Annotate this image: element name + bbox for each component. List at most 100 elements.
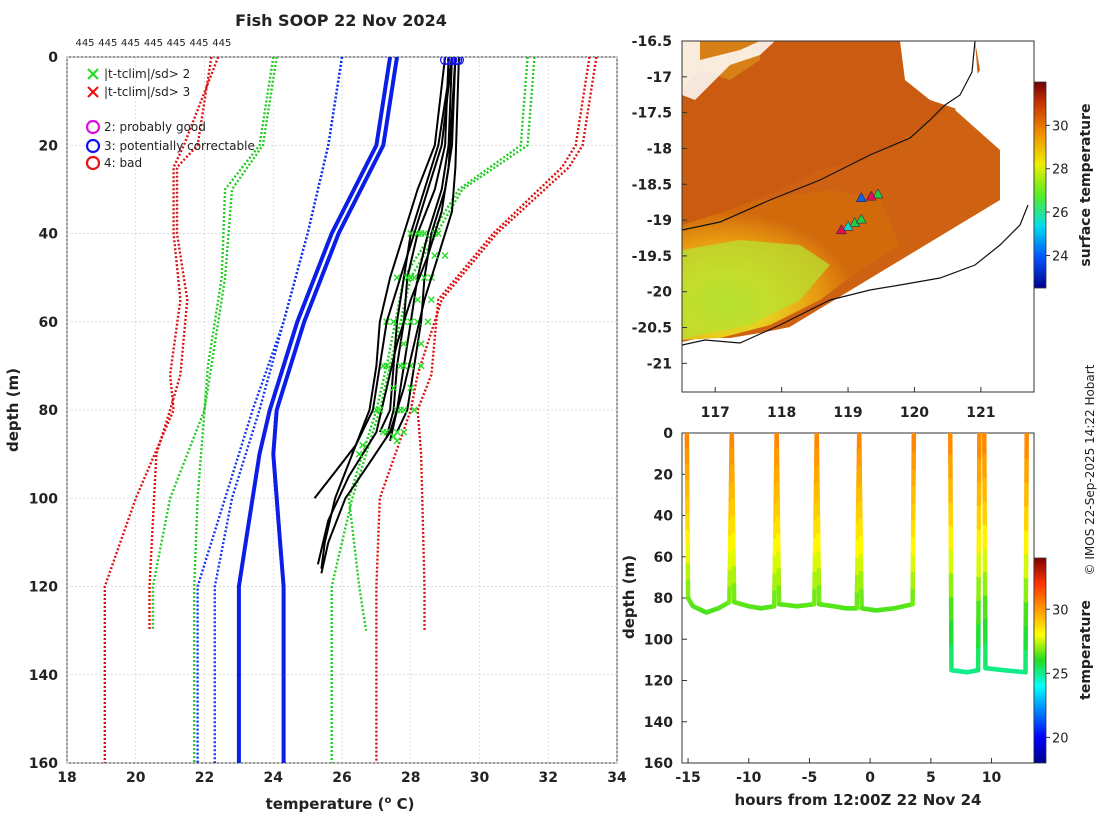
profile-flag-marker <box>441 252 449 260</box>
map-y-ticks: -16.5 -17 -17.5 -18 -18.5 -19 -19.5 -20 -20.5 -21 <box>632 34 687 372</box>
map-y-tick-label: -21 <box>647 356 672 372</box>
map-colorbar-ticks: 24 26 28 30 <box>1046 119 1069 264</box>
map-cloud-ne <box>900 41 1034 135</box>
profile-line <box>320 57 447 569</box>
profile-flag-marker <box>403 274 411 282</box>
map-y-tick-label: -19 <box>647 213 672 229</box>
map-colorbar-tick-label: 28 <box>1052 163 1069 178</box>
legend-label: 2: probably good <box>104 120 206 134</box>
profile-lines <box>103 57 598 763</box>
map-panel: 117 118 119 120 121 -16.5 -17 -17.5 -18 -18.5 -19… <box>632 34 1094 421</box>
profile-y-ticks: 0 20 40 60 80 100 120 140 160 <box>29 50 58 772</box>
map-y-tick-label: -18.5 <box>632 177 672 193</box>
profile-flag-marker <box>424 318 432 326</box>
profile-flag-marker <box>414 296 422 304</box>
profile-top-count: 445 <box>212 38 231 49</box>
profile-envelope-right <box>416 57 591 631</box>
profile-y-tick-label: 140 <box>29 668 58 684</box>
time-y-tick-label: 140 <box>644 715 673 731</box>
profile-mean-line <box>236 57 393 763</box>
profile-flag-marker <box>400 340 408 348</box>
profile-top-count: 445 <box>144 38 163 49</box>
profile-x-tick-label: 24 <box>264 770 284 786</box>
map-y-tick-label: -16.5 <box>632 34 672 50</box>
map-land <box>682 190 1034 392</box>
profile-flag-marker <box>431 252 439 260</box>
profile-x-tick-label: 20 <box>126 770 146 786</box>
profile-x-ticks: 18 20 22 24 26 28 30 32 34 <box>57 770 627 786</box>
profile-flag-marker <box>393 428 401 436</box>
profile-envelope-left <box>103 57 220 763</box>
profile-line <box>316 57 457 565</box>
time-y-tick-label: 100 <box>644 632 673 648</box>
time-x-tick-label: -10 <box>736 770 762 786</box>
map-y-tick-label: -20.5 <box>632 321 672 337</box>
legend-x-marker <box>87 86 99 98</box>
profile-envelope-left <box>196 57 344 763</box>
map-colorbar <box>1033 81 1047 289</box>
time-y-tick-label: 120 <box>644 674 673 690</box>
legend-x-marker <box>87 68 99 80</box>
map-track-marker <box>872 188 884 199</box>
profile-flag-marker <box>407 384 415 392</box>
time-colorbar-tick-label: 30 <box>1052 603 1069 618</box>
profile-y-tick-label: 120 <box>29 580 58 596</box>
map-y-tick-label: -17.5 <box>632 106 672 122</box>
legend-label: |t-tclim|/sd> 3 <box>104 85 190 99</box>
profile-x-label: temperature (o C) <box>266 795 415 813</box>
time-series <box>684 433 1029 675</box>
profile-x-tick-label: 28 <box>401 770 420 786</box>
profile-flag-marker <box>390 384 398 392</box>
time-y-tick-label: 80 <box>654 591 674 607</box>
legend-circle-marker <box>85 119 101 135</box>
profile-grid <box>66 56 618 764</box>
profile-mean-line <box>271 57 399 763</box>
profile-qc-circle <box>446 57 458 66</box>
map-colorbar-label: surface temperature <box>1078 103 1094 266</box>
profile-envelope-left <box>192 57 278 763</box>
profile-y-tick-label: 80 <box>39 403 59 419</box>
profile-y-tick-label: 100 <box>29 491 58 507</box>
profile-flag-marker <box>421 274 428 282</box>
map-track-marker <box>842 220 854 231</box>
map-track <box>835 188 884 235</box>
map-track-marker <box>855 192 867 202</box>
map-track-marker <box>865 190 877 201</box>
profile-flag-marker <box>400 428 408 436</box>
profile-flag-marker <box>383 362 391 370</box>
profile-flag-marker <box>417 362 425 370</box>
legend-circle-marker <box>85 155 101 171</box>
time-y-tick-label: 0 <box>663 426 673 442</box>
profile-flag-marker <box>427 296 435 304</box>
time-colorbar-tick-label: 25 <box>1052 667 1069 682</box>
profile-flag-marker <box>390 318 398 326</box>
profile-top-count: 445 <box>167 38 186 49</box>
legend-label: |t-tclim|/sd> 2 <box>104 67 190 81</box>
time-x-tick-label: -5 <box>802 770 818 786</box>
profile-top-count: 445 <box>189 38 208 49</box>
map-track-marker <box>855 213 867 224</box>
time-colorbar-ticks: 20 25 30 <box>1046 603 1069 746</box>
map-coastline <box>682 204 1029 346</box>
map-y-tick-label: -20 <box>647 285 673 301</box>
time-colorbar <box>1033 557 1047 764</box>
profile-top-count: 445 <box>75 38 94 49</box>
profile-y-tick-label: 0 <box>48 50 58 66</box>
profile-flag-marker <box>376 406 384 414</box>
map-warm-offshore <box>682 41 975 230</box>
profile-x-tick-label: 34 <box>607 770 627 786</box>
profile-line <box>378 57 453 433</box>
legend-label: 3: potentially correctable <box>104 139 255 153</box>
credit-text: © IMOS 22-Sep-2025 14:22 Hobart <box>1083 364 1097 575</box>
map-y-tick-label: -18 <box>647 141 672 157</box>
map-coolest-pool <box>682 240 830 340</box>
profile-x-tick-label: 22 <box>195 770 214 786</box>
profile-panel: 445 445 445 445 445 445 445 18 20 22 24 26 28 30 32 34… <box>4 38 627 813</box>
profile-y-tick-label: 60 <box>39 315 59 331</box>
profile-top-count: 445 <box>98 38 117 49</box>
map-colorbar-tick-label: 30 <box>1052 119 1069 134</box>
time-x-tick-label: 10 <box>982 770 1002 786</box>
legend-label: 4: bad <box>104 156 142 170</box>
profile-envelope-right <box>330 57 536 763</box>
